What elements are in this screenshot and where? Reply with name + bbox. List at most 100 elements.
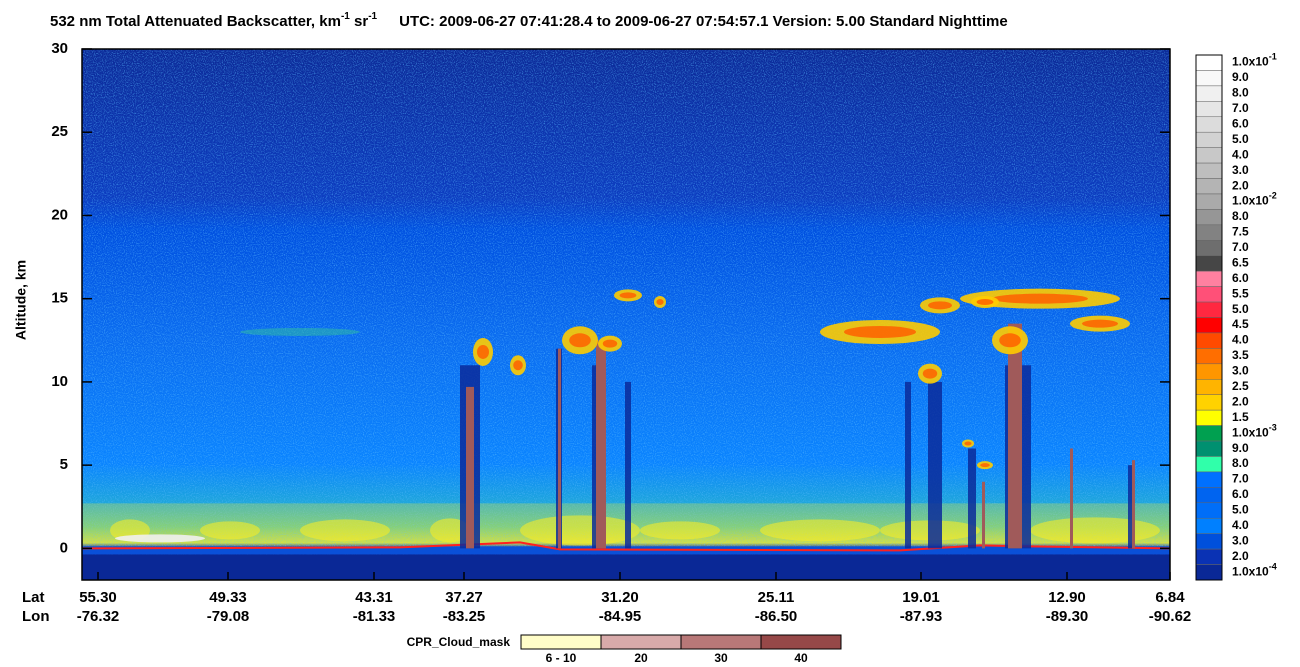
colorbar-box bbox=[1195, 517, 1223, 534]
colorbar-label-text: 1.5 bbox=[1232, 410, 1249, 424]
lon-label: -81.33 bbox=[353, 608, 396, 625]
title: 532 nm Total Attenuated Backscatter, km -… bbox=[50, 11, 1008, 30]
colorbar-label-text: 8.0 bbox=[1232, 86, 1249, 100]
cpr-label: 20 bbox=[634, 651, 648, 665]
y-tick-label: 10 bbox=[51, 373, 68, 390]
curtain-feature bbox=[1082, 319, 1118, 328]
title-part: UTC: 2009-06-27 07:41:28.4 to 2009-06-27… bbox=[399, 13, 1008, 30]
colorbar-label-text: 3.0 bbox=[1232, 534, 1249, 548]
cpr-box bbox=[680, 634, 762, 650]
cpr-box bbox=[760, 634, 842, 650]
colorbar-label-text: 4.0 bbox=[1232, 333, 1249, 347]
curtain-feature bbox=[477, 344, 489, 359]
colorbar-label: 5.0 bbox=[1232, 132, 1249, 146]
y-tick-label: 25 bbox=[51, 123, 68, 140]
colorbar-box bbox=[1195, 224, 1223, 241]
colorbar-label: 2.0 bbox=[1232, 178, 1249, 192]
colorbar-label-text: 5.0 bbox=[1232, 132, 1249, 146]
curtain-feature bbox=[569, 333, 591, 348]
curtain-image bbox=[82, 49, 1170, 580]
colorbar-box bbox=[1195, 379, 1223, 395]
colorbar-box bbox=[1195, 456, 1223, 473]
colorbar-box bbox=[1195, 85, 1223, 102]
lon-label: -76.32 bbox=[77, 608, 120, 625]
colorbar-box bbox=[1195, 101, 1223, 118]
colorbar-label-text: 6.0 bbox=[1232, 271, 1249, 285]
colorbar-box bbox=[1195, 286, 1223, 303]
lon-label: -84.95 bbox=[599, 608, 642, 625]
colorbar-label: 4.5 bbox=[1232, 317, 1249, 331]
colorbar-label-text: 1.0x10 bbox=[1232, 55, 1269, 69]
colorbar-label-text: 4.0 bbox=[1232, 148, 1249, 162]
curtain-feature bbox=[980, 463, 990, 468]
title-part: 532 nm Total Attenuated Backscatter, km bbox=[50, 13, 341, 30]
colorbar-label: 3.0 bbox=[1232, 163, 1249, 177]
colorbar-box bbox=[1195, 70, 1223, 87]
curtain-feature bbox=[1128, 465, 1134, 549]
curtain-feature bbox=[982, 481, 985, 549]
y-axis-label: Altitude, km bbox=[13, 260, 29, 340]
curtain-feature bbox=[1132, 460, 1135, 549]
lat-title: Lat bbox=[22, 589, 45, 606]
curtain-feature bbox=[656, 299, 664, 306]
colorbar-label-text: 2.0 bbox=[1232, 549, 1249, 563]
colorbar-label: 8.0 bbox=[1232, 86, 1249, 100]
colorbar-box bbox=[1195, 440, 1223, 457]
curtain-feature bbox=[928, 301, 952, 310]
colorbar-label: 4.0 bbox=[1232, 518, 1249, 532]
colorbar-box bbox=[1195, 502, 1223, 519]
colorbar-label-text: 8.0 bbox=[1232, 456, 1249, 470]
colorbar-box bbox=[1195, 363, 1223, 380]
colorbar-box bbox=[1195, 116, 1223, 133]
curtain-feature bbox=[520, 515, 640, 546]
colorbar-label-text: 7.5 bbox=[1232, 225, 1249, 239]
lat-label: 37.27 bbox=[445, 589, 483, 606]
colorbar-box bbox=[1195, 240, 1223, 256]
colorbar-label: 7.5 bbox=[1232, 225, 1249, 239]
curtain-feature bbox=[1030, 517, 1160, 544]
colorbar-label-text: 1.0x10 bbox=[1232, 564, 1269, 578]
cpr-label: 40 bbox=[794, 651, 808, 665]
colorbar-label: 6.0 bbox=[1232, 487, 1249, 501]
colorbar-label-exponent: -1 bbox=[1269, 52, 1277, 62]
colorbar-box bbox=[1195, 209, 1223, 226]
colorbar-label-text: 2.0 bbox=[1232, 178, 1249, 192]
colorbar-label: 3.5 bbox=[1232, 348, 1249, 362]
curtain-feature bbox=[905, 381, 911, 549]
colorbar-label-text: 6.0 bbox=[1232, 487, 1249, 501]
lat-label: 25.11 bbox=[758, 589, 795, 606]
cpr-box bbox=[600, 634, 682, 650]
curtain-feature bbox=[513, 360, 523, 371]
curtain-feature bbox=[558, 348, 561, 549]
lon-label: -83.25 bbox=[443, 608, 486, 625]
y-tick-label: 5 bbox=[60, 456, 68, 473]
colorbar-label: 9.0 bbox=[1232, 70, 1249, 84]
colorbar-label-text: 8.0 bbox=[1232, 209, 1249, 223]
cpr-box bbox=[520, 634, 602, 650]
curtain-feature bbox=[640, 521, 720, 540]
colorbar-box bbox=[1195, 471, 1223, 488]
curtain-feature bbox=[596, 340, 606, 549]
lon-title: Lon bbox=[22, 608, 50, 625]
colorbar-label: 2.5 bbox=[1232, 379, 1249, 393]
colorbar-label: 2.0 bbox=[1232, 549, 1249, 563]
colorbar-box bbox=[1195, 409, 1223, 426]
title-part: -1 bbox=[368, 11, 377, 22]
curtain-feature bbox=[82, 554, 1170, 580]
colorbar-label: 7.0 bbox=[1232, 472, 1249, 486]
curtain-feature bbox=[602, 339, 618, 348]
curtain-feature bbox=[240, 327, 360, 336]
colorbar-frame bbox=[1195, 54, 1223, 581]
colorbar-box bbox=[1195, 548, 1223, 565]
colorbar-label-text: 9.0 bbox=[1232, 70, 1249, 84]
colorbar-label-text: 2.5 bbox=[1232, 379, 1249, 393]
colorbar-box bbox=[1195, 425, 1223, 442]
colorbar-label: 7.0 bbox=[1232, 101, 1249, 115]
colorbar-box bbox=[1195, 54, 1223, 71]
curtain-feature bbox=[619, 292, 637, 299]
title-part: sr bbox=[350, 13, 369, 30]
colorbar-label-text: 3.0 bbox=[1232, 364, 1249, 378]
colorbar-label-text: 5.5 bbox=[1232, 287, 1249, 301]
colorbar-label: 6.0 bbox=[1232, 117, 1249, 131]
